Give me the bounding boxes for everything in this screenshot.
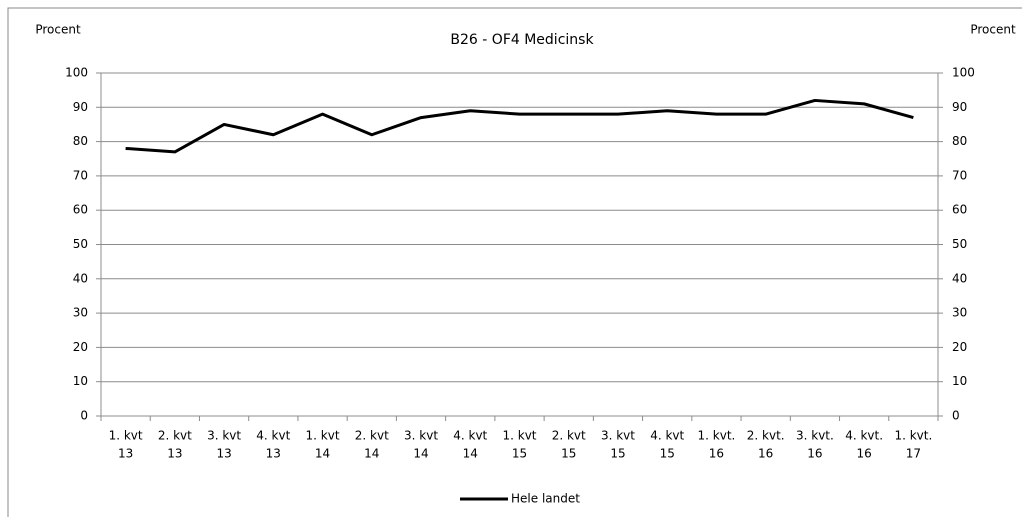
x-tick-label: 2. kvt bbox=[355, 429, 389, 443]
y-tick-label: 40 bbox=[73, 271, 88, 285]
legend-label: Hele landet bbox=[511, 492, 580, 506]
x-tick-label: 13 bbox=[266, 447, 281, 461]
x-tick-label: 1. kvt bbox=[502, 429, 536, 443]
x-tick-label: 1. kvt bbox=[306, 429, 340, 443]
x-tick-label: 3. kvt bbox=[207, 429, 241, 443]
x-tick-label: 15 bbox=[512, 447, 527, 461]
x-tick-label: 14 bbox=[315, 447, 330, 461]
x-tick-label: 1. kvt. bbox=[698, 429, 736, 443]
y2-tick-label: 50 bbox=[952, 237, 967, 251]
x-tick-label: 3. kvt bbox=[404, 429, 438, 443]
x-tick-label: 14 bbox=[413, 447, 428, 461]
y2-tick-label: 100 bbox=[952, 66, 975, 80]
y2-axis-label: Procent bbox=[970, 23, 1016, 37]
x-tick-label: 2. kvt. bbox=[747, 429, 785, 443]
x-tick-label: 13 bbox=[118, 447, 133, 461]
x-tick-label: 14 bbox=[463, 447, 478, 461]
x-tick-label: 1. kvt bbox=[109, 429, 143, 443]
y2-tick-label: 60 bbox=[952, 203, 967, 217]
x-tick-label: 4. kvt bbox=[256, 429, 290, 443]
x-tick-label: 15 bbox=[561, 447, 576, 461]
y2-tick-label: 40 bbox=[952, 271, 967, 285]
y-tick-label: 20 bbox=[73, 340, 88, 354]
x-tick-label: 17 bbox=[906, 447, 921, 461]
y2-tick-label: 70 bbox=[952, 168, 967, 182]
x-tick-label: 1. kvt. bbox=[894, 429, 932, 443]
x-tick-label: 4. kvt. bbox=[845, 429, 883, 443]
y-tick-label: 90 bbox=[73, 100, 88, 114]
y-tick-label: 100 bbox=[65, 66, 88, 80]
x-tick-label: 16 bbox=[857, 447, 872, 461]
x-tick-label: 15 bbox=[610, 447, 625, 461]
y2-tick-label: 20 bbox=[952, 340, 967, 354]
y-tick-label: 70 bbox=[73, 168, 88, 182]
chart-title: B26 - OF4 Medicinsk bbox=[450, 32, 594, 48]
chart-frame bbox=[7, 7, 1022, 517]
x-tick-label: 13 bbox=[216, 447, 231, 461]
y2-tick-label: 0 bbox=[952, 409, 960, 423]
y-tick-label: 30 bbox=[73, 306, 88, 320]
x-tick-label: 4. kvt bbox=[453, 429, 487, 443]
x-tick-label: 3. kvt. bbox=[796, 429, 834, 443]
y-tick-label: 50 bbox=[73, 237, 88, 251]
y2-tick-label: 90 bbox=[952, 100, 967, 114]
y2-tick-label: 10 bbox=[952, 374, 967, 388]
y2-tick-label: 80 bbox=[952, 134, 967, 148]
x-tick-label: 2. kvt bbox=[158, 429, 192, 443]
y-tick-label: 80 bbox=[73, 134, 88, 148]
x-tick-label: 16 bbox=[758, 447, 773, 461]
x-tick-label: 14 bbox=[364, 447, 379, 461]
data-line bbox=[125, 98, 914, 154]
x-tick-label: 2. kvt bbox=[552, 429, 586, 443]
x-tick-label: 16 bbox=[709, 447, 724, 461]
y-axis-label: Procent bbox=[35, 23, 81, 37]
y2-tick-label: 30 bbox=[952, 306, 967, 320]
y-tick-label: 60 bbox=[73, 203, 88, 217]
y-tick-label: 0 bbox=[80, 409, 88, 423]
x-tick-label: 16 bbox=[807, 447, 822, 461]
x-tick-label: 15 bbox=[660, 447, 675, 461]
x-tick-label: 3. kvt bbox=[601, 429, 635, 443]
x-tick-label: 13 bbox=[167, 447, 182, 461]
x-tick-label: 4. kvt bbox=[650, 429, 684, 443]
y-tick-label: 10 bbox=[73, 374, 88, 388]
